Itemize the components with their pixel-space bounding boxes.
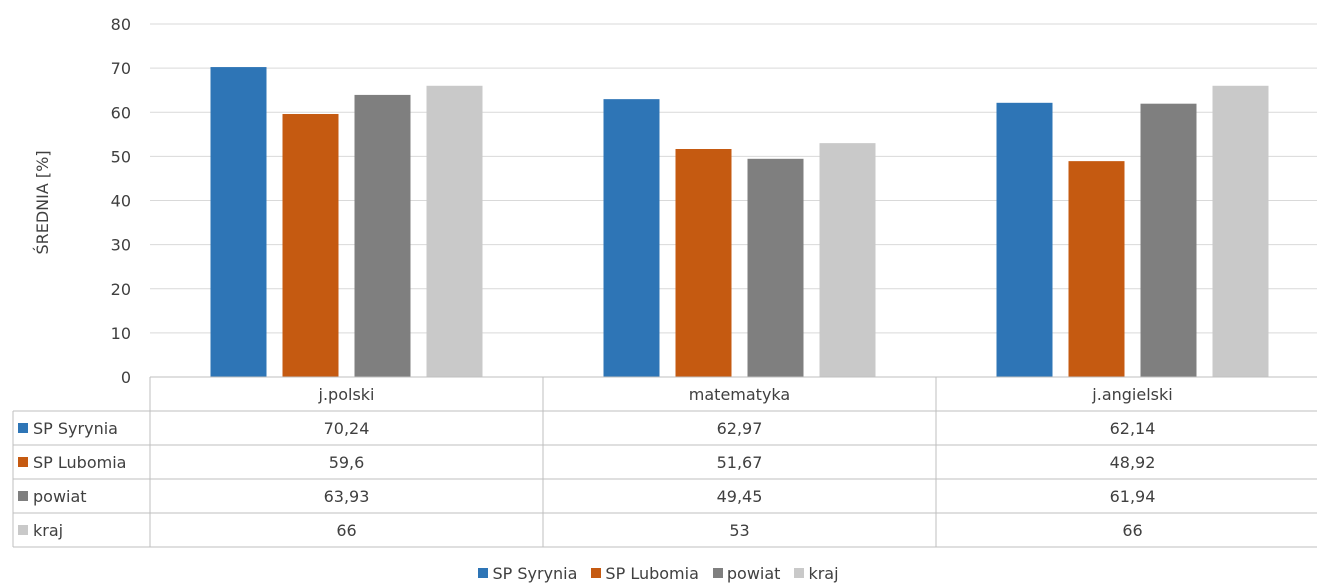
category-label: matematyka [689,385,790,404]
data-label: 51,67 [717,453,763,472]
bar-sp-lubomia [282,114,339,377]
legend-key-swatch [18,525,28,535]
data-label: 48,92 [1110,453,1156,472]
bar-powiat [1140,103,1197,377]
bar-kraj [819,143,876,377]
bar-chart: 0 10 20 30 40 50 60 70 80 ŚREDNIA [%] j.polski ma… [12,15,1317,548]
gridlines [150,23,1317,378]
legend-key-swatch [18,423,28,433]
y-tick-label: 60 [111,103,131,122]
legend-key-swatch [18,457,28,467]
legend-key-swatch [18,491,28,501]
legend: SP Syrynia SP Lubomia powiat kraj [0,562,1317,584]
category-label: j.polski [318,385,375,404]
legend-swatch [794,568,805,578]
y-tick-label: 10 [111,324,131,343]
bar-sp-syrynia [996,102,1053,377]
data-label: 70,24 [324,419,370,438]
y-tick-label: 80 [111,15,131,34]
y-tick-label: 50 [111,147,131,166]
y-axis-label: ŚREDNIA [%] [33,150,52,254]
legend-swatch [591,568,602,578]
y-tick-label: 70 [111,59,131,78]
category-label: j.angielski [1091,385,1172,404]
data-label: 62,14 [1110,419,1156,438]
bar-kraj [1212,85,1269,378]
data-label: 61,94 [1110,487,1156,506]
data-table: j.polski matematyka j.angielski SP Syrynia 7… [12,376,1317,548]
legend-label: SP Lubomia [605,563,699,583]
legend-item: powiat [712,563,781,583]
legend-item: kraj [794,563,839,583]
y-tick-label: 0 [121,368,131,387]
bar-sp-syrynia [603,99,660,378]
y-tick-label: 20 [111,280,131,299]
bar-sp-lubomia [1068,161,1125,377]
data-label: 66 [1122,521,1142,540]
data-label: 66 [336,521,356,540]
bar-sp-lubomia [675,149,732,377]
legend-item: SP Lubomia [591,563,699,583]
bars [210,67,1269,378]
data-label: 59,6 [329,453,365,472]
legend-label: powiat [726,563,781,583]
series-row-label: SP Lubomia [33,453,126,472]
series-row-label: powiat [33,487,87,506]
y-tick-label: 40 [111,192,131,211]
bar-powiat [354,94,411,377]
legend-swatch [478,568,489,578]
data-label: 63,93 [324,487,370,506]
legend-swatch [712,568,723,578]
data-label: 53 [729,521,749,540]
legend-item: SP Syrynia [478,564,577,583]
bar-sp-syrynia [210,67,267,377]
series-row-label: SP Syrynia [33,419,118,438]
bar-kraj [426,85,483,378]
data-label: 62,97 [717,419,763,438]
y-tick-label: 30 [111,236,131,255]
legend-label: SP Syrynia [492,563,578,583]
series-row-label: kraj [33,521,63,540]
y-axis-ticks: 0 10 20 30 40 50 60 70 80 [111,15,131,387]
legend-label: kraj [808,563,839,583]
data-label: 49,45 [717,487,763,506]
bar-powiat [747,158,804,377]
